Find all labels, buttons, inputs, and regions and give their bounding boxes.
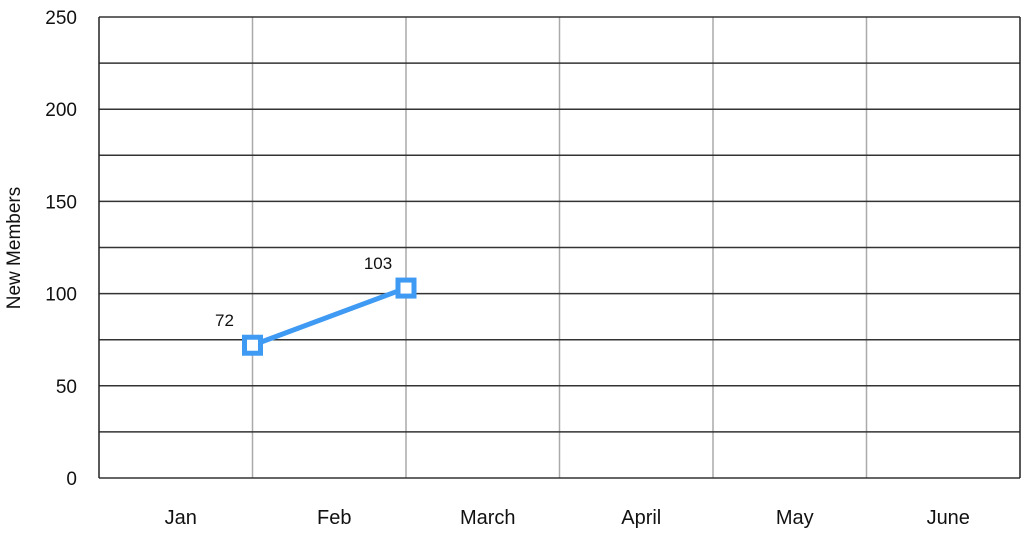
data-point-marker [395,277,417,299]
y-tick-label: 50 [56,377,77,398]
data-point-marker [242,334,263,356]
y-tick-label: 100 [45,285,77,306]
x-tick-label: June [927,507,970,529]
y-tick-label: 0 [66,469,77,490]
y-tick-label: 200 [45,100,77,121]
data-label: 103 [364,254,392,273]
y-tick-label: 150 [45,192,77,213]
data-label: 72 [215,311,234,330]
x-tick-label: May [776,507,814,529]
series-line [251,285,407,348]
x-tick-label: Jan [165,507,197,529]
x-tick-label: Feb [317,507,351,529]
x-tick-label: April [621,507,661,529]
x-tick-label: March [460,507,516,529]
y-axis-label: New Members [4,187,25,309]
y-tick-label: 250 [45,8,77,29]
